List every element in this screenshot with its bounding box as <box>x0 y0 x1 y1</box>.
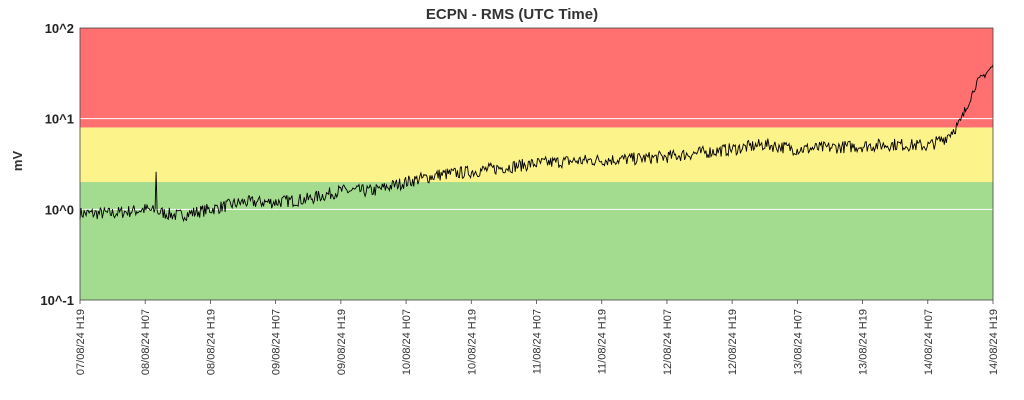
x-tick-label: 13/08/24 H19 <box>858 309 870 375</box>
threshold-bands <box>80 28 993 300</box>
x-tick-label: 14/08/24 H07 <box>923 309 935 375</box>
band-alarm <box>80 28 993 128</box>
x-tick-label: 08/08/24 H07 <box>140 309 152 375</box>
x-tick-label: 11/08/24 H19 <box>597 309 609 374</box>
chart-title: ECPN - RMS (UTC Time) <box>426 6 598 23</box>
x-tick-label: 07/08/24 H19 <box>75 309 87 375</box>
y-axis-label: mV <box>10 151 25 172</box>
y-tick-label: 10^-1 <box>40 293 74 308</box>
x-tick-label: 13/08/24 H07 <box>792 309 804 375</box>
series-line <box>79 64 994 223</box>
x-tick-label: 14/08/24 H19 <box>988 309 1000 375</box>
x-tick-label: 08/08/24 H19 <box>205 309 217 375</box>
x-tick-label: 10/08/24 H07 <box>401 309 413 375</box>
x-ticks: 07/08/24 H19 08/08/24 H07 08/08/24 H19 09/0… <box>75 300 1000 375</box>
band-normal <box>80 182 993 300</box>
grid-lines <box>80 118 993 210</box>
x-tick-label: 11/08/24 H07 <box>532 309 544 374</box>
x-tick-label: 10/08/24 H19 <box>466 309 478 375</box>
x-tick-label: 09/08/24 H07 <box>271 309 283 375</box>
x-tick-label: 09/08/24 H19 <box>336 309 348 375</box>
y-tick-label: 10^2 <box>45 21 74 36</box>
y-tick-label: 10^1 <box>45 112 74 127</box>
y-ticks: 10^-1 10^0 10^1 10^2 <box>40 21 74 308</box>
band-warning <box>80 127 993 183</box>
y-tick-label: 10^0 <box>45 202 74 217</box>
x-tick-label: 12/08/24 H07 <box>662 309 674 375</box>
series-group <box>79 64 994 223</box>
x-tick-label: 12/08/24 H19 <box>727 309 739 375</box>
